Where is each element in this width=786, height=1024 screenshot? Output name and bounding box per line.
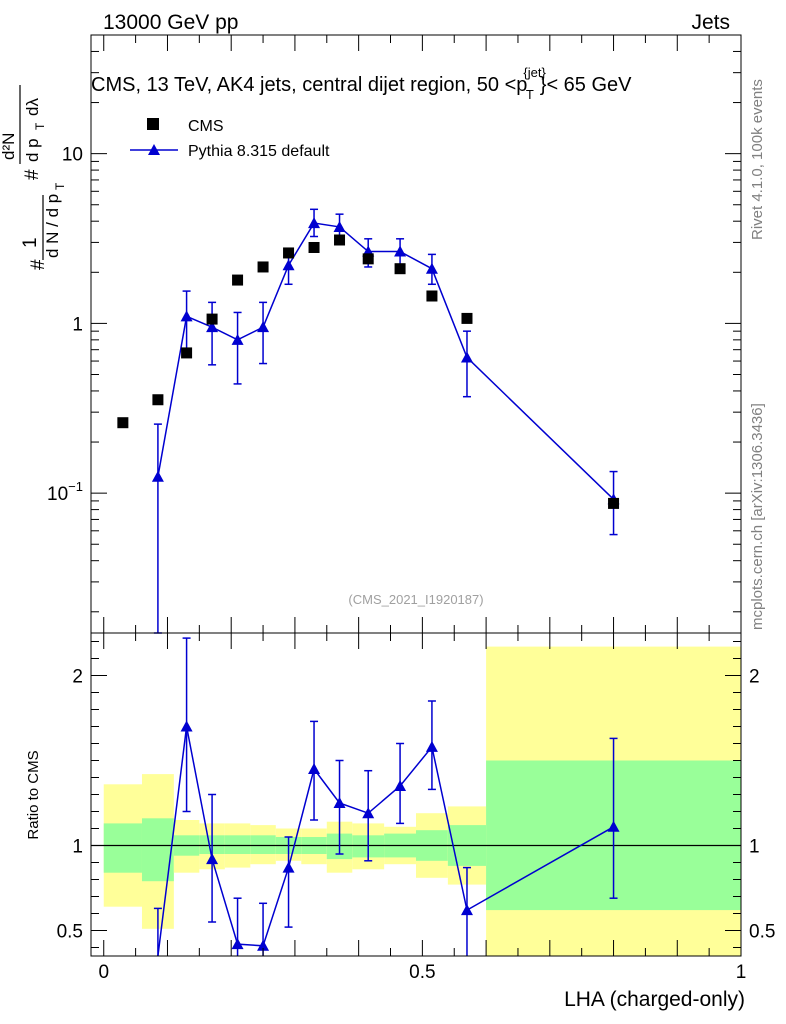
cms-point [426, 290, 438, 302]
mc-point [206, 321, 219, 333]
mcplots-label: mcplots.cern.ch [arXiv:1306.3436] [749, 403, 766, 630]
mc-point [333, 220, 346, 232]
cms-point [362, 253, 374, 265]
ratio-point [333, 797, 346, 808]
main-y-tick-label: 10−1 [47, 479, 83, 505]
svg-text:dλ: dλ [23, 98, 42, 116]
ratio-point [308, 763, 321, 774]
legend: CMS Pythia 8.315 default [130, 118, 330, 160]
ratio-y-tick-label-right: 2 [749, 667, 760, 688]
svg-text:#: # [22, 169, 43, 180]
svg-text:T: T [53, 182, 67, 190]
legend-mc-label: Pythia 8.315 default [188, 143, 330, 160]
main-y-tick-label: 1 [72, 314, 83, 335]
header-right: Jets [691, 11, 730, 34]
ratio-point [231, 938, 244, 950]
analysis-tag: (CMS_2021_I1920187) [348, 592, 483, 607]
cms-point [308, 241, 320, 253]
mc-point [151, 470, 164, 482]
ratio-point [460, 904, 473, 916]
main-y-label: # 1 d N / d p T # d²N d p T dλ [0, 85, 67, 270]
mc-series-line [157, 222, 615, 500]
cms-point [232, 274, 244, 286]
ratio-point [180, 720, 193, 732]
ratio-inner-band [103, 823, 142, 873]
ratio-point [282, 861, 295, 873]
ratio-y-tick-label-left: 1 [72, 837, 83, 858]
cms-point [608, 497, 620, 509]
svg-text:#: # [28, 259, 49, 270]
mc-point [394, 245, 407, 257]
cms-point [181, 347, 193, 359]
ratio-inner-band [224, 835, 251, 854]
legend-cms-label: CMS [188, 118, 224, 135]
cms-point [152, 394, 164, 406]
ratio-y-label: Ratio to CMS [25, 750, 42, 839]
main-y-tick-label: 10 [62, 145, 83, 166]
mc-point [231, 333, 244, 345]
ratio-point [394, 780, 407, 791]
ratio-point [425, 740, 438, 752]
rivet-label: Rivet 4.1.0, 100k events [749, 79, 766, 240]
ratio-inner-band [250, 835, 276, 854]
legend-mc-marker [148, 144, 160, 155]
ratio-y-tick-label-right: 0.5 [749, 922, 775, 943]
ratio-y-tick-label-left: 0.5 [57, 922, 83, 943]
ratio-y-tick-label-left: 2 [72, 667, 83, 688]
mc-point [180, 310, 193, 322]
ratio-panel: 0.5 0.51 12 20 0.5 1 Ratio to CMS LHA (charge… [25, 632, 775, 1011]
svg-text:1: 1 [20, 237, 41, 248]
cms-point [117, 417, 129, 429]
x-tick-label: 0 [98, 962, 109, 983]
svg-text:d p: d p [23, 138, 42, 162]
cms-point [283, 247, 295, 259]
ratio-point [206, 853, 219, 865]
svg-text:T: T [33, 122, 47, 130]
legend-cms-marker [147, 118, 159, 130]
mc-point [425, 262, 438, 274]
mc-point [257, 321, 270, 333]
main-panel: 10−1 1 10 CMS, 13 TeV, AK4 jets, central d… [0, 34, 742, 634]
ratio-y-tick-label-right: 1 [749, 837, 760, 858]
ratio-point [257, 939, 270, 951]
svg-text:d²N: d²N [0, 133, 18, 160]
main-title: CMS, 13 TeV, AK4 jets, central dijet reg… [91, 65, 632, 102]
header-left: 13000 GeV pp [103, 11, 238, 34]
cms-point [334, 234, 346, 246]
x-axis-label: LHA (charged-only) [564, 988, 745, 1011]
mc-point [282, 259, 295, 271]
ratio-point [607, 820, 620, 832]
x-tick-label: 0.5 [409, 962, 435, 983]
cms-point [394, 263, 406, 275]
mc-point [460, 351, 473, 363]
cms-point [257, 261, 269, 273]
cms-point [461, 312, 473, 324]
cms-point [206, 313, 218, 325]
ratio-point [362, 807, 375, 819]
x-tick-label: 1 [736, 962, 747, 983]
mc-point [308, 217, 321, 229]
svg-text:d N / d p: d N / d p [43, 194, 62, 258]
